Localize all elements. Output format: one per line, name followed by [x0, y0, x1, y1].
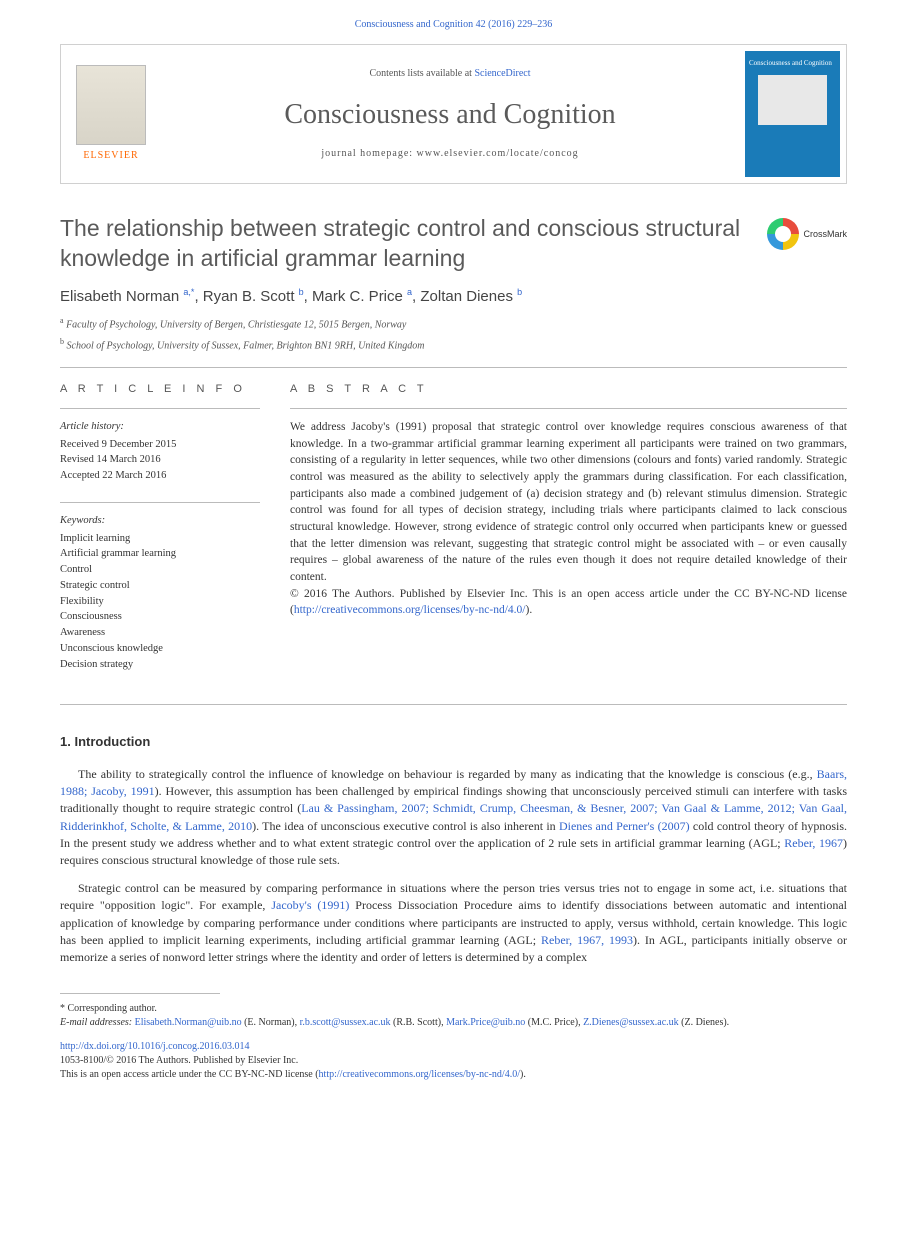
keyword: Implicit learning — [60, 531, 260, 547]
crossmark-widget[interactable]: CrossMark — [767, 218, 847, 250]
license-line: This is an open access article under the… — [60, 1069, 319, 1080]
abstract-text: We address Jacoby's (1991) proposal that… — [290, 408, 847, 619]
author-list: Elisabeth Norman a,*, Ryan B. Scott b, M… — [60, 286, 847, 307]
affil-sup: a — [60, 316, 64, 325]
footnote-rule — [60, 993, 220, 994]
author: Ryan B. Scott b — [203, 288, 304, 305]
history-accepted: Accepted 22 March 2016 — [60, 468, 260, 484]
corresponding-author: * Corresponding author. — [60, 1002, 847, 1016]
abstract-heading: A B S T R A C T — [290, 382, 847, 397]
license-suffix: ). — [520, 1069, 526, 1080]
p1-t1: The ability to strategically control the… — [78, 767, 817, 781]
history-label: Article history: — [60, 419, 260, 435]
email-line: E-mail addresses: Elisabeth.Norman@uib.n… — [60, 1016, 847, 1030]
crossmark-icon — [767, 218, 799, 250]
keyword: Control — [60, 562, 260, 578]
article-info-column: A R T I C L E I N F O Article history: R… — [60, 382, 260, 690]
journal-name: Consciousness and Cognition — [284, 95, 615, 134]
footer-license-link[interactable]: http://creativecommons.org/licenses/by-n… — [319, 1069, 520, 1080]
keywords-label: Keywords: — [60, 513, 260, 529]
issn-line: 1053-8100/© 2016 The Authors. Published … — [60, 1055, 298, 1066]
elsevier-logo-block: ELSEVIER — [61, 45, 161, 183]
keyword: Flexibility — [60, 594, 260, 610]
section-1-heading: 1. Introduction — [60, 733, 847, 751]
p2-cite-2[interactable]: Reber, 1967, 1993 — [541, 933, 633, 947]
history-received: Received 9 December 2015 — [60, 437, 260, 453]
author-email-link[interactable]: Elisabeth.Norman@uib.no — [135, 1017, 242, 1028]
keyword: Unconscious knowledge — [60, 641, 260, 657]
sciencedirect-link[interactable]: ScienceDirect — [474, 68, 530, 79]
contents-prefix: Contents lists available at — [369, 68, 474, 79]
author-affil-sup: b — [299, 287, 304, 297]
author: Mark C. Price a — [312, 288, 412, 305]
contents-line: Contents lists available at ScienceDirec… — [369, 67, 530, 81]
keyword: Artificial grammar learning — [60, 546, 260, 562]
doi-link[interactable]: http://dx.doi.org/10.1016/j.concog.2016.… — [60, 1041, 250, 1052]
homepage-prefix: journal homepage: — [321, 148, 416, 159]
history-revised: Revised 14 March 2016 — [60, 452, 260, 468]
homepage-url[interactable]: www.elsevier.com/locate/concog — [417, 148, 579, 159]
cover-thumb-title: Consciousness and Cognition — [749, 59, 836, 69]
divider-top — [60, 367, 847, 368]
article-info-heading: A R T I C L E I N F O — [60, 382, 260, 397]
affiliation: b School of Psychology, University of Su… — [60, 336, 847, 353]
corresponding-asterisk: * — [191, 287, 195, 297]
intro-paragraph-2: Strategic control can be measured by com… — [60, 880, 847, 967]
author-email-link[interactable]: Z.Dienes@sussex.ac.uk — [583, 1017, 679, 1028]
p1-t3: ). The idea of unconscious executive con… — [252, 819, 559, 833]
doi-block: http://dx.doi.org/10.1016/j.concog.2016.… — [60, 1040, 847, 1082]
running-head-link[interactable]: Consciousness and Cognition 42 (2016) 22… — [355, 19, 553, 30]
author: Elisabeth Norman a,* — [60, 288, 194, 305]
homepage-line: journal homepage: www.elsevier.com/locat… — [321, 147, 578, 161]
author: Zoltan Dienes b — [420, 288, 522, 305]
keyword: Consciousness — [60, 609, 260, 625]
abstract-body: We address Jacoby's (1991) proposal that… — [290, 421, 847, 583]
banner-center: Contents lists available at ScienceDirec… — [161, 45, 739, 183]
email-label: E-mail addresses: — [60, 1017, 132, 1028]
author-affil-sup: a, — [183, 287, 191, 297]
keywords-block: Keywords: Implicit learningArtificial gr… — [60, 502, 260, 673]
author-email-link[interactable]: Mark.Price@uib.no — [446, 1017, 525, 1028]
divider-bottom — [60, 704, 847, 705]
journal-banner: ELSEVIER Contents lists available at Sci… — [60, 44, 847, 184]
abstract-copyright-suffix: ). — [526, 604, 533, 616]
elsevier-tree-icon — [76, 65, 146, 145]
p1-cite-3[interactable]: Dienes and Perner's (2007) — [559, 819, 690, 833]
affil-sup: b — [60, 337, 64, 346]
keyword: Awareness — [60, 625, 260, 641]
footnotes: * Corresponding author. E-mail addresses… — [60, 1002, 847, 1030]
article-history-block: Article history: Received 9 December 201… — [60, 408, 260, 484]
author-email-link[interactable]: r.b.scott@sussex.ac.uk — [300, 1017, 391, 1028]
author-affil-sup: a — [407, 287, 412, 297]
author-affil-sup: b — [517, 287, 522, 297]
p1-cite-4[interactable]: Reber, 1967 — [784, 836, 843, 850]
p2-cite-1[interactable]: Jacoby's (1991) — [271, 898, 349, 912]
running-head: Consciousness and Cognition 42 (2016) 22… — [0, 0, 907, 44]
article-title: The relationship between strategic contr… — [60, 214, 747, 274]
crossmark-label: CrossMark — [803, 228, 847, 241]
keyword: Strategic control — [60, 578, 260, 594]
elsevier-label: ELSEVIER — [83, 149, 138, 163]
keyword: Decision strategy — [60, 657, 260, 673]
affiliation: a Faculty of Psychology, University of B… — [60, 315, 847, 332]
intro-paragraph-1: The ability to strategically control the… — [60, 766, 847, 870]
license-link[interactable]: http://creativecommons.org/licenses/by-n… — [294, 604, 526, 616]
journal-cover-thumb: Consciousness and Cognition — [745, 51, 840, 177]
abstract-column: A B S T R A C T We address Jacoby's (199… — [290, 382, 847, 690]
cover-thumb-image — [758, 75, 828, 125]
